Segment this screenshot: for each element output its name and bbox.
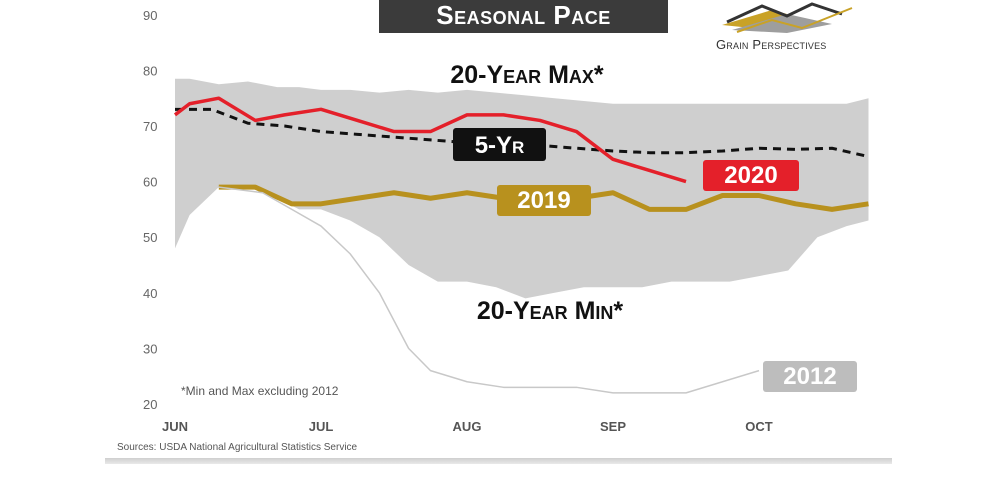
series-label-2020: 2020 [724, 162, 777, 189]
series-line-2012 [218, 186, 760, 394]
y-tick-label: 60 [143, 175, 157, 190]
y-tick-label: 80 [143, 63, 157, 78]
series-label-box-2020 [703, 160, 799, 191]
x-tick-label: JUN [162, 419, 188, 434]
y-tick-label: 20 [143, 397, 157, 412]
series-label-5-yr: 5-Yr [475, 132, 525, 159]
y-tick-label: 50 [143, 230, 157, 245]
chart-title: Seasonal Pace [379, 0, 668, 33]
x-tick-label: OCT [745, 419, 773, 434]
series-line-2020 [173, 96, 687, 184]
series-label-box-2012 [763, 361, 857, 392]
series-label-2012: 2012 [783, 363, 836, 390]
footer-divider [105, 458, 892, 464]
band-min-label: 20-Year Min* [477, 297, 624, 325]
y-tick-label: 70 [143, 119, 157, 134]
band-max-label: 20-Year Max* [450, 61, 604, 89]
x-tick-label: AUG [453, 419, 482, 434]
y-tick-label: 30 [143, 341, 157, 356]
series-label-box-5-yr [453, 128, 546, 161]
x-tick-label: SEP [600, 419, 626, 434]
footnote: *Min and Max excluding 2012 [181, 384, 339, 398]
series-label-2019: 2019 [517, 187, 570, 214]
x-tick-label: JUL [309, 419, 334, 434]
logo-text: Grain Perspectives [716, 37, 827, 52]
y-tick-label: 40 [143, 286, 157, 301]
series-label-box-2019 [497, 185, 591, 216]
source-note: Sources: USDA National Agricultural Stat… [117, 442, 358, 453]
y-tick-label: 90 [143, 8, 157, 23]
grain-perspectives-logo-icon [722, 2, 853, 33]
